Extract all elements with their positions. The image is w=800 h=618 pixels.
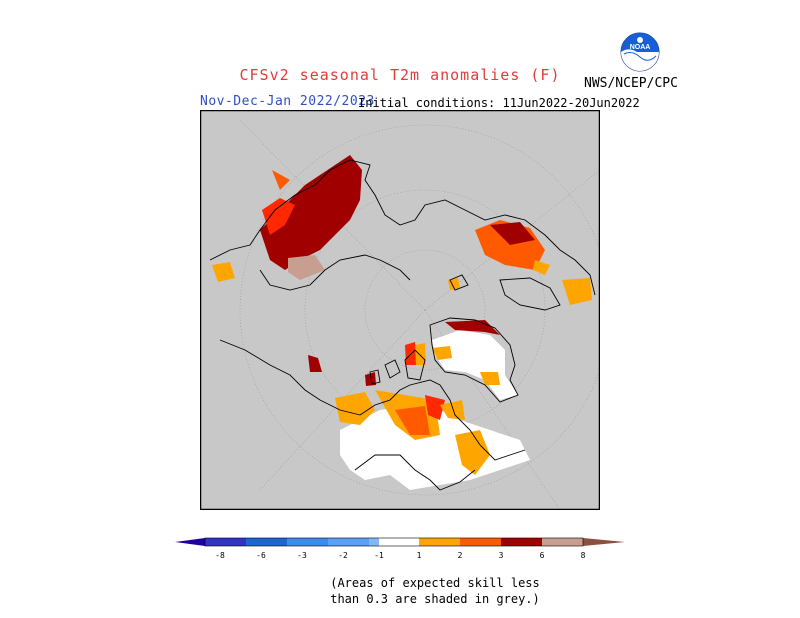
anomaly-patches <box>212 155 592 490</box>
anomaly-siberia-warm4 <box>260 155 362 270</box>
swatch-cold-5 <box>205 538 246 546</box>
legend-label: -1 <box>374 551 384 560</box>
swatch-cold-1 <box>369 538 379 546</box>
anomaly-canada-white <box>340 405 530 490</box>
initial-conditions: Initial conditions: 11Jun2022-20Jun2022 <box>358 96 640 110</box>
skill-note-line1: (Areas of expected skill less <box>330 576 540 590</box>
noaa-logo: NOAA <box>620 32 660 72</box>
swatch-warm-4 <box>542 538 583 546</box>
swatch-cold-4 <box>246 538 287 546</box>
agency-label: NWS/NCEP/CPC <box>584 76 678 91</box>
forecast-period: Nov-Dec-Jan 2022/2023 <box>200 94 375 109</box>
swatch-warm-3 <box>501 538 542 546</box>
legend-label: -2 <box>338 551 348 560</box>
anomaly-europe-warm1 <box>533 260 550 275</box>
swatch-cold-3 <box>287 538 328 546</box>
map-title: CFSv2 seasonal T2m anomalies (F) <box>239 66 561 84</box>
swatch-cold-2 <box>328 538 369 546</box>
anomaly-canada-warm1 <box>335 392 375 425</box>
anomaly-greenland-warm4 <box>445 320 500 335</box>
colorbar-swatches <box>175 537 625 547</box>
colorbar-legend: -8 -6 -3 -2 -1 1 2 3 6 8 <box>175 537 625 560</box>
anomaly-siberia-warm5 <box>288 255 325 280</box>
anomaly-alaska-warm4 <box>308 355 322 372</box>
noaa-logo-text: NOAA <box>630 44 651 51</box>
anomaly-canada-warm2 <box>395 406 430 435</box>
legend-label: 6 <box>540 551 545 560</box>
anomaly-canada-warm3 <box>425 395 445 420</box>
anomaly-greenland-warm1 <box>432 346 452 360</box>
legend-label: 1 <box>417 551 422 560</box>
legend-label: 3 <box>499 551 504 560</box>
skill-note-line2: than 0.3 are shaded in grey.) <box>330 592 540 606</box>
swatch-warm-2 <box>460 538 501 546</box>
polar-map <box>200 110 600 510</box>
anomaly-arctic-warm3 <box>405 342 416 365</box>
legend-label: 2 <box>458 551 463 560</box>
anomaly-europe-warm1b <box>562 278 592 305</box>
legend-label: -3 <box>297 551 307 560</box>
legend-label: 8 <box>581 551 586 560</box>
swatch-warm-1 <box>419 538 460 546</box>
anomaly-canada-warm1d <box>440 400 465 420</box>
legend-label: -6 <box>256 551 266 560</box>
swatch-neutral <box>379 538 419 546</box>
anomaly-europe-warm4 <box>490 222 535 245</box>
anomaly-siberia-warm3 <box>262 198 295 235</box>
anomaly-alaska-warm4b <box>365 372 376 386</box>
anomaly-east-asia-warm1 <box>212 262 235 282</box>
colorbar-cap-warm <box>583 538 625 546</box>
anomaly-siberia-warm3b <box>272 170 290 190</box>
anomaly-greenland-warm1b <box>480 372 500 385</box>
anomaly-canada-warm1c <box>455 430 490 475</box>
anomaly-greenland-warm1c <box>415 343 426 365</box>
skill-note: (Areas of expected skill less than 0.3 a… <box>0 575 800 607</box>
coastlines <box>209 159 596 491</box>
colorbar-cap-cold <box>175 538 205 546</box>
legend-label: -8 <box>215 551 225 560</box>
